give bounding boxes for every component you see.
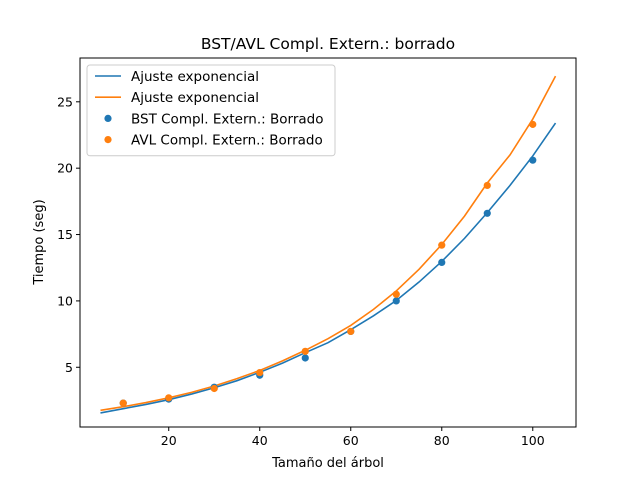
data-point-1-7 (438, 241, 446, 249)
data-point-0-8 (483, 209, 491, 217)
data-point-1-3 (256, 368, 264, 377)
x-tick-label-4: 100 (521, 433, 545, 448)
x-tick-label-2: 60 (343, 433, 359, 448)
data-point-0-6 (392, 297, 400, 305)
data-point-1-0 (119, 399, 127, 407)
chart-title: BST/AVL Compl. Extern.: borrado (201, 35, 455, 53)
x-tick-label-1: 40 (252, 433, 268, 448)
y-tick-label-3: 20 (57, 161, 73, 176)
x-tick-label-3: 80 (434, 433, 450, 448)
data-point-0-7 (438, 258, 446, 267)
legend: Ajuste exponencial Ajuste exponencial BST … (86, 64, 336, 157)
data-point-1-4 (301, 347, 309, 355)
y-tick-label-2: 15 (57, 227, 73, 242)
legend-label-1: Ajuste exponencial (131, 90, 259, 106)
data-point-1-1 (165, 394, 173, 402)
data-point-1-9 (529, 120, 537, 128)
data-point-0-9 (529, 156, 537, 164)
data-point-1-2 (210, 384, 218, 393)
x-axis-label: Tamaño del árbol (271, 456, 384, 471)
x-tick-label-0: 20 (161, 433, 177, 448)
data-point-1-6 (392, 290, 400, 298)
legend-point-swatch-3 (104, 136, 112, 144)
y-tick-label-4: 25 (57, 94, 73, 109)
fit-line-3 (100, 75, 557, 412)
y-axis-label: Tiempo (seg) (32, 199, 47, 285)
data-point-1-5 (347, 327, 355, 336)
legend-point-swatch-2 (104, 114, 112, 122)
axes-frame (79, 57, 577, 428)
y-tick-label-1: 10 (57, 293, 73, 308)
legend-label-0: Ajuste exponencial (131, 69, 259, 85)
fit-line-2 (100, 122, 557, 414)
data-point-1-8 (483, 181, 491, 190)
data-point-0-4 (301, 354, 309, 362)
y-tick-label-0: 5 (65, 360, 73, 375)
legend-label-2: BST Compl. Extern.: Borrado (131, 111, 323, 127)
legend-label-3: AVL Compl. Extern.: Borrado (131, 133, 323, 149)
legend-box (86, 64, 336, 157)
